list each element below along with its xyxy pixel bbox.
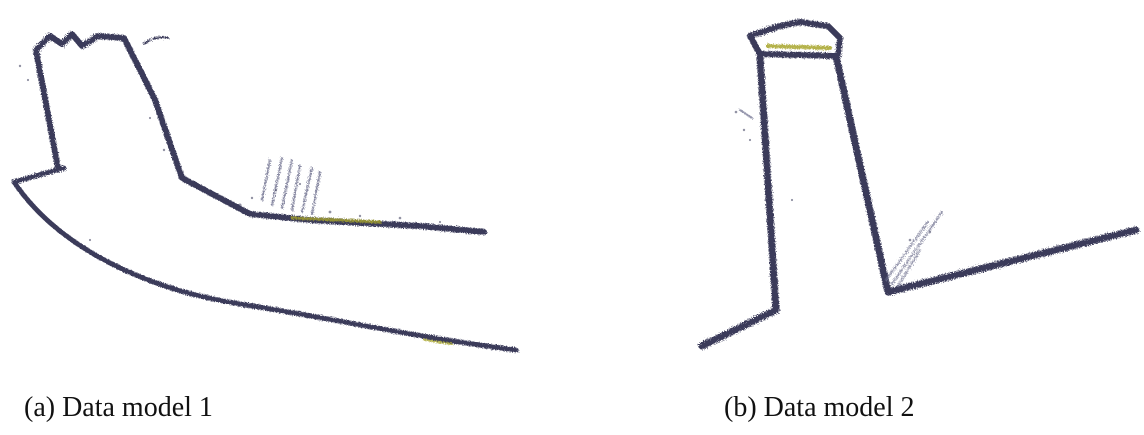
model-1-lower-curve — [11, 165, 519, 353]
figure-panel-b: (b) Data model 2 — [680, 0, 1144, 435]
model-2-right-pillar — [832, 52, 1140, 296]
model-1-highlight-low — [423, 339, 453, 345]
caption-model-1: (a) Data model 1 — [24, 392, 213, 423]
model-2-top-cap — [747, 19, 843, 59]
figure-panel-a: (a) Data model 1 — [0, 0, 560, 435]
model-1-scatter-structure — [261, 157, 321, 215]
model-2-highlight — [766, 44, 832, 50]
point-cloud-model-2 — [698, 19, 1140, 350]
model-2-scatter — [739, 109, 943, 287]
model-2-left-pillar — [698, 52, 780, 350]
caption-model-2: (b) Data model 2 — [724, 392, 915, 423]
point-cloud-model-1 — [11, 31, 519, 353]
model-1-noise — [18, 64, 442, 298]
model-1-top-tail — [143, 36, 169, 45]
model-2-noise — [728, 110, 1102, 332]
model-1-outline — [33, 31, 487, 235]
model-1-highlight — [290, 216, 382, 224]
